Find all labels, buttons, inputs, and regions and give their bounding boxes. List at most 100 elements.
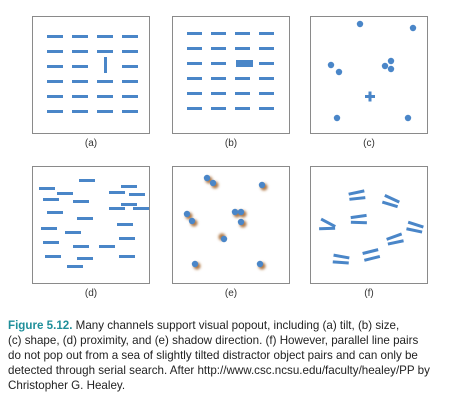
bar [129, 193, 145, 196]
horizontal-bar [211, 77, 226, 80]
panel-a-label: (a) [84, 138, 98, 149]
disc [231, 208, 239, 216]
caption-text-1: Many channels support visual popout, inc… [75, 319, 400, 332]
horizontal-bar [47, 95, 63, 98]
caption-line-3: do not pop out from a sea of slightly ti… [8, 349, 418, 362]
shadow-glyphs [183, 174, 268, 270]
horizontal-bar [259, 92, 274, 95]
bar [67, 265, 83, 268]
horizontal-bar [47, 50, 63, 53]
bar [43, 198, 59, 201]
line-pair [386, 232, 404, 246]
disc [237, 208, 245, 216]
panel-b [172, 16, 290, 134]
bar [133, 207, 149, 210]
horizontal-bar [72, 110, 88, 113]
bar [119, 237, 135, 240]
bar [109, 207, 125, 210]
caption-line-4: detected through serial search. After ht… [8, 364, 430, 377]
horizontal-bar [122, 110, 138, 113]
caption-line-5: Christopher G. Healey. [8, 379, 126, 392]
panel-f [310, 166, 428, 284]
horizontal-bar [97, 35, 113, 38]
plus-target-vertical [368, 91, 372, 102]
horizontal-bar [259, 47, 274, 50]
dot [335, 68, 343, 76]
horizontal-bar [122, 80, 138, 83]
horizontal-bar [235, 77, 250, 80]
panel-c [310, 16, 428, 134]
horizontal-bar [72, 95, 88, 98]
dot [409, 24, 417, 32]
line-pair [319, 217, 336, 231]
horizontal-bar [259, 77, 274, 80]
bar [77, 257, 93, 260]
disc [188, 217, 196, 225]
tilt-glyphs [47, 35, 138, 113]
horizontal-bar [122, 35, 138, 38]
horizontal-bar [211, 32, 226, 35]
disc [237, 218, 245, 226]
horizontal-bar [259, 62, 274, 65]
horizontal-bar [211, 107, 226, 110]
line-pair [350, 213, 367, 225]
caption-line-2: (c) shape, (d) proximity, and (e) shadow… [8, 334, 419, 347]
bar [121, 185, 137, 188]
dot [356, 20, 364, 28]
dot [327, 61, 335, 69]
panel-a [32, 16, 150, 134]
horizontal-bar [97, 50, 113, 53]
line-pair [348, 189, 366, 201]
horizontal-bar [235, 47, 250, 50]
horizontal-bar [97, 80, 113, 83]
large-target-bar [236, 60, 253, 67]
dot [333, 114, 341, 122]
bar [41, 227, 57, 230]
bar [117, 223, 133, 226]
disc [209, 179, 217, 187]
figure-label: Figure 5.12. [8, 319, 73, 332]
bar [43, 241, 59, 244]
line-pair [332, 253, 350, 265]
bar [73, 245, 89, 248]
disc [191, 260, 199, 268]
horizontal-bar [187, 32, 202, 35]
bar [99, 245, 115, 248]
horizontal-bar [235, 32, 250, 35]
panel-b-label: (b) [224, 138, 238, 149]
horizontal-bar [97, 110, 113, 113]
disc [203, 174, 211, 182]
horizontal-bar [47, 110, 63, 113]
bar [79, 179, 95, 182]
shadow-layer [185, 176, 268, 270]
horizontal-bar [72, 80, 88, 83]
horizontal-bar [72, 35, 88, 38]
bar [121, 203, 137, 206]
vertical-target-bar [104, 57, 107, 73]
panel-e-label: (e) [224, 288, 238, 299]
bar [119, 255, 135, 258]
horizontal-bar [47, 35, 63, 38]
horizontal-bar [187, 107, 202, 110]
caption-line-1: Figure 5.12. Many channels support visua… [8, 318, 460, 333]
horizontal-bar [187, 47, 202, 50]
bar [65, 231, 81, 234]
bar [57, 192, 73, 195]
horizontal-bar [72, 65, 88, 68]
panel-e [172, 166, 290, 284]
line-pair [406, 220, 424, 234]
horizontal-bar [235, 107, 250, 110]
horizontal-bar [211, 92, 226, 95]
dot [387, 65, 395, 73]
horizontal-bar [187, 92, 202, 95]
panel-d-label: (d) [84, 288, 98, 299]
horizontal-bar [259, 32, 274, 35]
horizontal-bar [47, 65, 63, 68]
panel-c-label: (c) [363, 138, 375, 149]
panel-f-label: (f) [364, 288, 374, 299]
bar [77, 217, 93, 220]
horizontal-bar [72, 50, 88, 53]
dot [381, 62, 389, 70]
size-glyphs [187, 32, 274, 110]
horizontal-bar [97, 95, 113, 98]
